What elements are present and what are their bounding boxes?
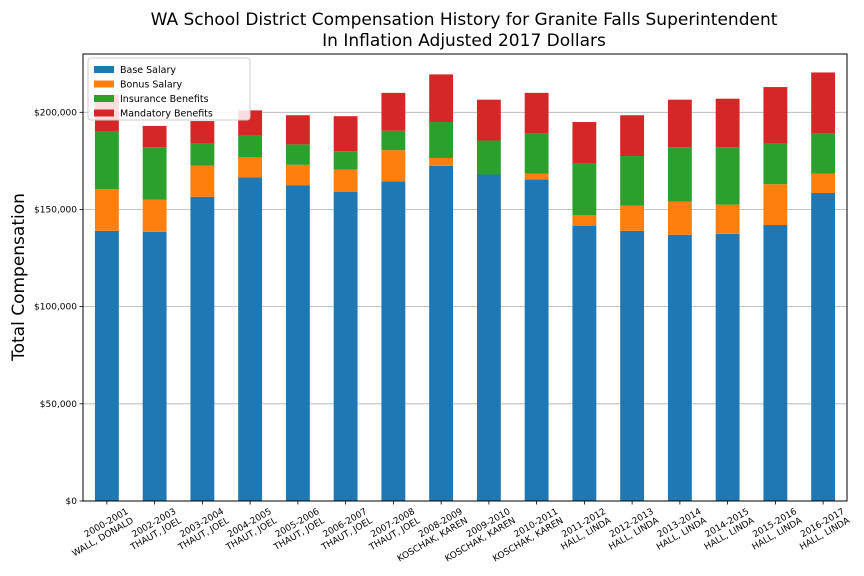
bar-insurance-benefits	[476, 140, 501, 175]
bar-mandatory-benefits	[429, 74, 454, 123]
bar-bonus-salary	[190, 165, 215, 197]
bar-insurance-benefits	[190, 143, 215, 166]
bar-insurance-benefits	[667, 147, 692, 202]
bar-mandatory-benefits	[333, 116, 358, 152]
bar-mandatory-benefits	[142, 125, 167, 148]
legend-box	[87, 57, 251, 121]
bar-mandatory-benefits	[620, 115, 645, 157]
bar-mandatory-benefits	[572, 122, 597, 164]
bar-base-salary	[94, 230, 119, 502]
chart-subtitle: In Inflation Adjusted 2017 Dollars	[322, 31, 606, 51]
bar-base-salary	[811, 192, 836, 502]
y-tick-label: $50,000	[40, 400, 77, 410]
bar-mandatory-benefits	[763, 87, 788, 144]
chart-title: WA School District Compensation History …	[151, 10, 778, 30]
bar-base-salary	[142, 231, 167, 502]
y-tick-label: $100,000	[34, 303, 77, 313]
bar-insurance-benefits	[763, 143, 788, 185]
bar-mandatory-benefits	[524, 92, 549, 134]
legend-swatch	[94, 66, 114, 73]
plot-frame	[82, 53, 848, 502]
legend-label: Base Salary	[120, 65, 176, 76]
bar-base-salary	[238, 177, 263, 501]
bar-insurance-benefits	[94, 131, 119, 190]
y-axis-label: Total Compensation	[9, 193, 29, 362]
bar-base-salary	[667, 234, 692, 502]
bar-base-salary	[333, 191, 358, 502]
bar-base-salary	[524, 179, 549, 501]
bar-bonus-salary	[94, 189, 119, 231]
legend-swatch	[94, 109, 114, 117]
bar-insurance-benefits	[572, 163, 597, 216]
y-tick-label: $150,000	[34, 205, 77, 215]
legend-label: Mandatory Benefits	[120, 109, 213, 120]
y-axis-ticks: $0 $50,000 $100,000 $150,000 $200,000	[34, 108, 83, 507]
legend-label: Bonus Salary	[120, 80, 183, 91]
bar-insurance-benefits	[381, 130, 406, 151]
bar-insurance-benefits	[715, 147, 740, 205]
bar-bonus-salary	[142, 199, 167, 232]
bar-mandatory-benefits	[381, 92, 406, 131]
bar-insurance-benefits	[238, 135, 263, 158]
bar-bonus-salary	[238, 157, 263, 178]
bar-bonus-salary	[285, 164, 310, 186]
bar-insurance-benefits	[142, 147, 167, 200]
y-tick-label: $0	[66, 497, 78, 507]
bar-mandatory-benefits	[667, 99, 692, 148]
bar-mandatory-benefits	[811, 72, 836, 134]
bar-mandatory-benefits	[715, 98, 740, 148]
bar-bonus-salary	[429, 157, 454, 166]
bar-insurance-benefits	[429, 122, 454, 158]
bar-insurance-benefits	[524, 133, 549, 174]
legend-label: Insurance Benefits	[120, 94, 209, 105]
bar-base-salary	[715, 233, 740, 502]
bar-insurance-benefits	[811, 133, 836, 174]
bar-base-salary	[190, 196, 215, 502]
legend-swatch	[94, 95, 114, 102]
bar-insurance-benefits	[620, 156, 645, 206]
bar-base-salary	[572, 225, 597, 501]
bar-base-salary	[763, 225, 788, 501]
bars-layer	[94, 72, 836, 502]
bar-base-salary	[285, 185, 310, 501]
bar-bonus-salary	[381, 150, 406, 182]
bar-base-salary	[429, 165, 454, 501]
bar-bonus-salary	[572, 215, 597, 226]
y-tick-label: $200,000	[34, 108, 77, 118]
bar-base-salary	[381, 181, 406, 501]
bar-insurance-benefits	[333, 151, 358, 170]
bar-bonus-salary	[667, 201, 692, 235]
bar-mandatory-benefits	[285, 115, 310, 145]
legend-swatch	[94, 80, 114, 88]
bar-bonus-salary	[811, 173, 836, 193]
bar-mandatory-benefits	[190, 121, 215, 144]
legend: Base Salary Bonus Salary Insurance Benefit…	[87, 57, 251, 121]
bar-bonus-salary	[715, 204, 740, 234]
bar-base-salary	[620, 230, 645, 502]
bar-base-salary	[476, 174, 501, 501]
bar-insurance-benefits	[285, 144, 310, 165]
bar-bonus-salary	[524, 173, 549, 180]
bar-mandatory-benefits	[476, 99, 501, 141]
bar-bonus-salary	[333, 169, 358, 192]
bar-bonus-salary	[620, 205, 645, 231]
bar-bonus-salary	[763, 184, 788, 226]
